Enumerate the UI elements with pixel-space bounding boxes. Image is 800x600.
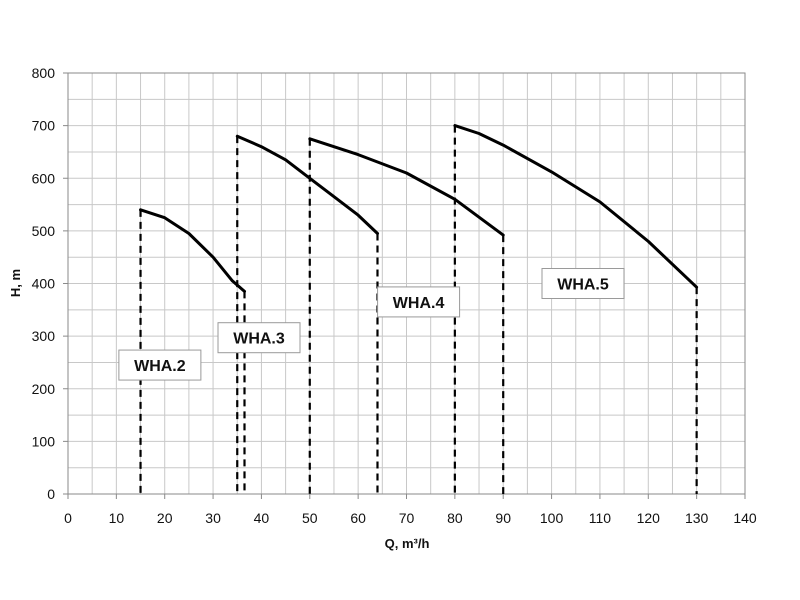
series	[139, 124, 699, 494]
x-tick-label: 80	[447, 510, 463, 526]
y-tick-label: 0	[47, 486, 55, 502]
x-axis-title: Q, m³/h	[385, 536, 430, 551]
pump-curve-wha-5	[453, 124, 699, 289]
y-tick-label: 500	[32, 223, 56, 239]
grid	[67, 72, 746, 495]
series-label: WHA.3	[233, 331, 285, 348]
series-label: WHA.2	[134, 358, 186, 375]
x-tick-label: 90	[495, 510, 511, 526]
y-tick-label: 600	[32, 170, 56, 186]
series-label-box	[217, 322, 301, 354]
series-label-box	[118, 349, 202, 381]
series-label: WHA.5	[557, 277, 609, 294]
pump-curve-wha-2	[139, 208, 246, 293]
x-tick-label: 40	[254, 510, 270, 526]
y-tick-label: 300	[32, 328, 56, 344]
x-tick-label: 30	[205, 510, 221, 526]
x-tick-label: 110	[589, 510, 612, 526]
series-label-box	[377, 286, 461, 318]
x-tick-label: 70	[399, 510, 415, 526]
y-tick-label: 100	[32, 433, 56, 449]
x-tick-label: 100	[540, 510, 564, 526]
series-labels: WHA.2 WHA.3 WHA.4 WHA.5	[118, 268, 625, 381]
x-tick-label: 50	[302, 510, 318, 526]
x-tick-label: 20	[157, 510, 173, 526]
x-tick-label: 60	[350, 510, 366, 526]
x-tick-label: 130	[685, 510, 709, 526]
axes: 0 10 20 30 40 50 60 70 80 90 100 110 120 130 140 0 100 20…	[32, 65, 757, 526]
x-tick-label: 10	[109, 510, 125, 526]
x-tick-label: 0	[64, 510, 72, 526]
y-tick-label: 700	[32, 118, 56, 134]
series-label-box	[541, 268, 625, 299]
y-axis-title: H, m	[8, 269, 23, 297]
y-tick-label: 800	[32, 65, 56, 81]
pump-curve-wha-3	[235, 134, 379, 235]
pump-curve-wha-4	[308, 137, 505, 237]
x-tick-label: 120	[637, 510, 661, 526]
y-tick-label: 200	[32, 381, 56, 397]
x-tick-label: 140	[733, 510, 757, 526]
y-tick-label: 400	[32, 276, 56, 292]
series-label: WHA.4	[393, 295, 445, 312]
